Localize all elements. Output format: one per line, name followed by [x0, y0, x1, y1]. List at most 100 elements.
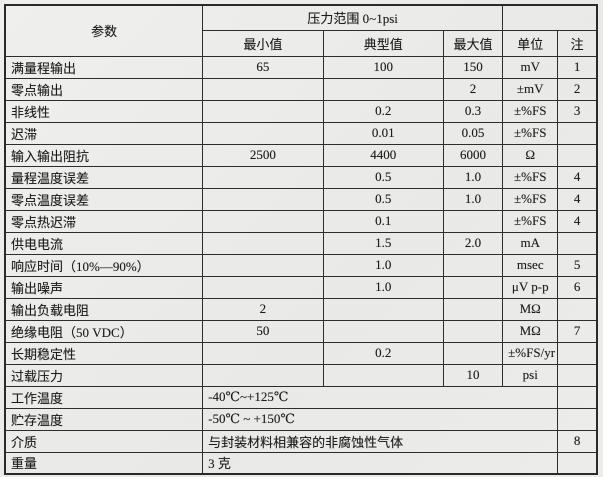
- param-cell: 供电电流: [4, 231, 204, 255]
- unit-cell: ±mV: [502, 77, 559, 101]
- unit-cell: mA: [502, 231, 559, 255]
- note-cell: [557, 231, 598, 255]
- note-cell: [557, 407, 598, 431]
- typ-cell: [322, 77, 444, 101]
- note-cell: 7: [557, 319, 598, 343]
- param-cell: 量程温度误差: [4, 165, 204, 189]
- max-cell: 6000: [442, 143, 504, 167]
- max-cell: 10: [442, 363, 504, 387]
- max-cell: [442, 253, 504, 277]
- unit-cell: μV p-p: [502, 275, 559, 299]
- typ-cell: 0.01: [322, 121, 444, 145]
- pressure-sensor-spec-table: 参数 压力范围 0~1psi 最小值 典型值 最大值 单位 注 满量程输出 65…: [4, 4, 598, 475]
- unit-cell: psi: [502, 363, 559, 387]
- table-row: 过载压力 10 psi: [4, 363, 598, 387]
- min-cell: [202, 99, 324, 123]
- max-cell: 1.0: [442, 165, 504, 189]
- spanned-value-cell: 与封装材料相兼容的非腐蚀性气体: [202, 429, 559, 453]
- typ-cell: 4400: [322, 143, 444, 167]
- table-row: 量程温度误差 0.5 1.0 ±%FS 4: [4, 165, 598, 189]
- table-row: 重量 3 克: [4, 451, 598, 475]
- note-cell: [557, 363, 598, 387]
- note-cell: 4: [557, 209, 598, 233]
- note-cell: 5: [557, 253, 598, 277]
- column-header-parameter: 参数: [4, 4, 204, 57]
- column-header-min: 最小值: [202, 29, 324, 57]
- table-row: 长期稳定性 0.2 ±%FS/yr: [4, 341, 598, 365]
- column-header-pressure-range: 压力范围 0~1psi: [202, 4, 504, 31]
- typ-cell: 100: [322, 55, 444, 79]
- unit-cell: ±%FS: [502, 99, 559, 123]
- param-cell: 迟滞: [4, 121, 204, 145]
- note-cell: [557, 385, 598, 409]
- table-row: 零点温度误差 0.5 1.0 ±%FS 4: [4, 187, 598, 211]
- min-cell: [202, 209, 324, 233]
- unit-cell: ±%FS: [502, 165, 559, 189]
- typ-cell: [322, 297, 444, 321]
- max-cell: 0.05: [442, 121, 504, 145]
- param-cell: 满量程输出: [4, 55, 204, 79]
- note-cell: 3: [557, 99, 598, 123]
- header-row-2: 最小值 典型值 最大值 单位 注: [5, 29, 598, 57]
- param-cell: 长期稳定性: [4, 341, 204, 365]
- spanned-value-cell: 3 克: [202, 451, 559, 475]
- column-header-unit: 单位: [502, 29, 559, 57]
- note-cell: 6: [557, 275, 598, 299]
- column-header-note: 注: [557, 29, 598, 57]
- table-row: 输出噪声 1.0 μV p-p 6: [4, 275, 598, 299]
- unit-cell: MΩ: [502, 319, 559, 343]
- unit-cell: ±%FS/yr: [502, 341, 559, 365]
- min-cell: [202, 253, 324, 277]
- min-cell: [202, 165, 324, 189]
- param-cell: 工作温度: [4, 385, 204, 409]
- param-cell: 零点温度误差: [4, 187, 204, 211]
- unit-cell: Ω: [502, 143, 559, 167]
- note-cell: [557, 143, 598, 167]
- max-cell: [442, 275, 504, 299]
- min-cell: [202, 275, 324, 299]
- max-cell: [442, 341, 504, 365]
- min-cell: [202, 187, 324, 211]
- table-row: 介质 与封装材料相兼容的非腐蚀性气体 8: [4, 429, 598, 453]
- max-cell: [442, 297, 504, 321]
- table-row: 绝缘电阻（50 VDC） 50 MΩ 7: [4, 319, 598, 343]
- spanned-value-cell: -40℃~+125℃: [202, 385, 559, 409]
- min-cell: [202, 77, 324, 101]
- min-cell: [202, 341, 324, 365]
- unit-cell: mV: [502, 55, 559, 79]
- unit-cell: msec: [502, 253, 559, 277]
- param-cell: 过载压力: [4, 363, 204, 387]
- min-cell: 2500: [202, 143, 324, 167]
- min-cell: 50: [202, 319, 324, 343]
- table-row: 零点热迟滞 0.1 ±%FS 4: [4, 209, 598, 233]
- param-cell: 输出噪声: [4, 275, 204, 299]
- typ-cell: 0.2: [322, 341, 444, 365]
- param-cell: 零点热迟滞: [4, 209, 204, 233]
- max-cell: 2.0: [442, 231, 504, 255]
- table-row: 零点输出 2 ±mV 2: [4, 77, 598, 101]
- column-header-max: 最大值: [442, 29, 504, 57]
- note-cell: 2: [557, 77, 598, 101]
- param-cell: 重量: [4, 451, 204, 475]
- typ-cell: 0.5: [322, 187, 444, 211]
- table-row: 输出负载电阻 2 MΩ: [4, 297, 598, 321]
- max-cell: 2: [442, 77, 504, 101]
- note-cell: 8: [557, 429, 598, 453]
- min-cell: 65: [202, 55, 324, 79]
- spanned-value-cell: -50℃ ~ +150℃: [202, 407, 559, 431]
- typ-cell: [322, 319, 444, 343]
- typ-cell: 0.5: [322, 165, 444, 189]
- table-row: 响应时间（10%—90%） 1.0 msec 5: [4, 253, 598, 277]
- note-cell: [557, 341, 598, 365]
- max-cell: 0.3: [442, 99, 504, 123]
- typ-cell: 1.0: [322, 275, 444, 299]
- unit-cell: ±%FS: [502, 209, 559, 233]
- min-cell: 2: [202, 297, 324, 321]
- min-cell: [202, 231, 324, 255]
- param-cell: 响应时间（10%—90%）: [4, 253, 204, 277]
- max-cell: [442, 209, 504, 233]
- typ-cell: 1.5: [322, 231, 444, 255]
- param-cell: 贮存温度: [4, 407, 204, 431]
- note-cell: [557, 297, 598, 321]
- unit-cell: ±%FS: [502, 187, 559, 211]
